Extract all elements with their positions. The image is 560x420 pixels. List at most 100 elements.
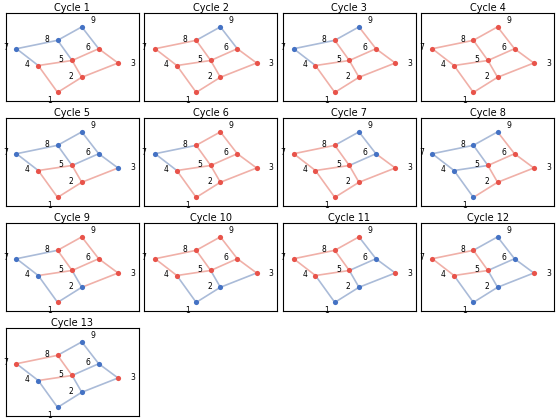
Text: 4: 4	[302, 270, 307, 279]
Text: 3: 3	[546, 268, 551, 278]
Title: Cycle 13: Cycle 13	[51, 318, 93, 328]
Point	[391, 270, 400, 276]
Text: 2: 2	[207, 282, 212, 291]
Text: 8: 8	[183, 35, 188, 44]
Text: 8: 8	[321, 245, 326, 254]
Point	[172, 167, 181, 174]
Text: 4: 4	[25, 165, 30, 174]
Point	[206, 267, 215, 274]
Point	[77, 284, 86, 291]
Text: 9: 9	[367, 121, 372, 130]
Point	[330, 194, 339, 201]
Title: Cycle 1: Cycle 1	[54, 3, 90, 13]
Point	[450, 62, 459, 69]
Text: 5: 5	[59, 160, 64, 169]
Text: 1: 1	[324, 201, 329, 210]
Text: 1: 1	[46, 201, 52, 210]
Text: 8: 8	[44, 140, 49, 149]
Point	[289, 45, 298, 52]
Point	[53, 352, 62, 359]
Point	[469, 142, 478, 149]
Text: 8: 8	[460, 35, 465, 44]
Text: 5: 5	[336, 55, 341, 64]
Text: 4: 4	[25, 60, 30, 69]
Text: 5: 5	[197, 55, 202, 64]
Text: 7: 7	[142, 148, 147, 158]
Text: 2: 2	[68, 282, 73, 291]
Point	[94, 255, 103, 262]
Point	[216, 129, 225, 135]
Text: 3: 3	[269, 163, 274, 173]
Text: 5: 5	[336, 160, 341, 169]
Point	[94, 45, 103, 52]
Text: 3: 3	[546, 163, 551, 173]
Point	[345, 57, 354, 64]
Text: 7: 7	[281, 253, 285, 262]
Title: Cycle 9: Cycle 9	[54, 213, 90, 223]
Title: Cycle 11: Cycle 11	[328, 213, 370, 223]
Text: 4: 4	[302, 165, 307, 174]
Point	[34, 272, 43, 279]
Text: 8: 8	[321, 140, 326, 149]
Point	[391, 165, 400, 171]
Point	[114, 60, 123, 66]
Point	[345, 162, 354, 169]
Text: 5: 5	[59, 265, 64, 274]
Text: 8: 8	[44, 35, 49, 44]
Text: 5: 5	[197, 265, 202, 274]
Text: 7: 7	[3, 148, 8, 158]
Text: 7: 7	[3, 358, 8, 368]
Text: 7: 7	[3, 253, 8, 262]
Point	[94, 360, 103, 367]
Point	[483, 57, 492, 64]
Point	[77, 339, 86, 345]
Text: 8: 8	[321, 35, 326, 44]
Text: 2: 2	[346, 177, 351, 186]
Text: 5: 5	[59, 55, 64, 64]
Point	[53, 89, 62, 96]
Point	[172, 62, 181, 69]
Point	[114, 270, 123, 276]
Point	[330, 142, 339, 149]
Text: 5: 5	[474, 265, 479, 274]
Text: 4: 4	[25, 375, 30, 384]
Point	[12, 150, 21, 157]
Point	[192, 37, 200, 44]
Point	[172, 272, 181, 279]
Point	[151, 255, 160, 262]
Point	[53, 37, 62, 44]
Point	[483, 162, 492, 169]
Point	[68, 162, 77, 169]
Text: 2: 2	[68, 72, 73, 81]
Text: 6: 6	[85, 43, 90, 52]
Point	[53, 142, 62, 149]
Text: 1: 1	[46, 96, 52, 105]
Title: Cycle 2: Cycle 2	[193, 3, 228, 13]
Point	[216, 24, 225, 30]
Text: 1: 1	[46, 306, 52, 315]
Text: 7: 7	[142, 253, 147, 262]
Title: Cycle 4: Cycle 4	[470, 3, 506, 13]
Point	[311, 167, 320, 174]
Text: 7: 7	[419, 253, 424, 262]
Point	[529, 270, 538, 276]
Point	[493, 284, 502, 291]
Point	[216, 284, 225, 291]
Text: 1: 1	[324, 306, 329, 315]
Point	[428, 45, 437, 52]
Point	[493, 179, 502, 186]
Point	[34, 377, 43, 384]
Point	[529, 60, 538, 66]
Point	[216, 74, 225, 81]
Title: Cycle 7: Cycle 7	[332, 108, 367, 118]
Text: 9: 9	[229, 16, 234, 25]
Point	[12, 360, 21, 367]
Point	[371, 255, 380, 262]
Point	[493, 129, 502, 135]
Text: 1: 1	[463, 201, 467, 210]
Point	[216, 234, 225, 240]
Point	[77, 129, 86, 135]
Text: 2: 2	[68, 177, 73, 186]
Point	[192, 247, 200, 254]
Text: 6: 6	[362, 148, 367, 158]
